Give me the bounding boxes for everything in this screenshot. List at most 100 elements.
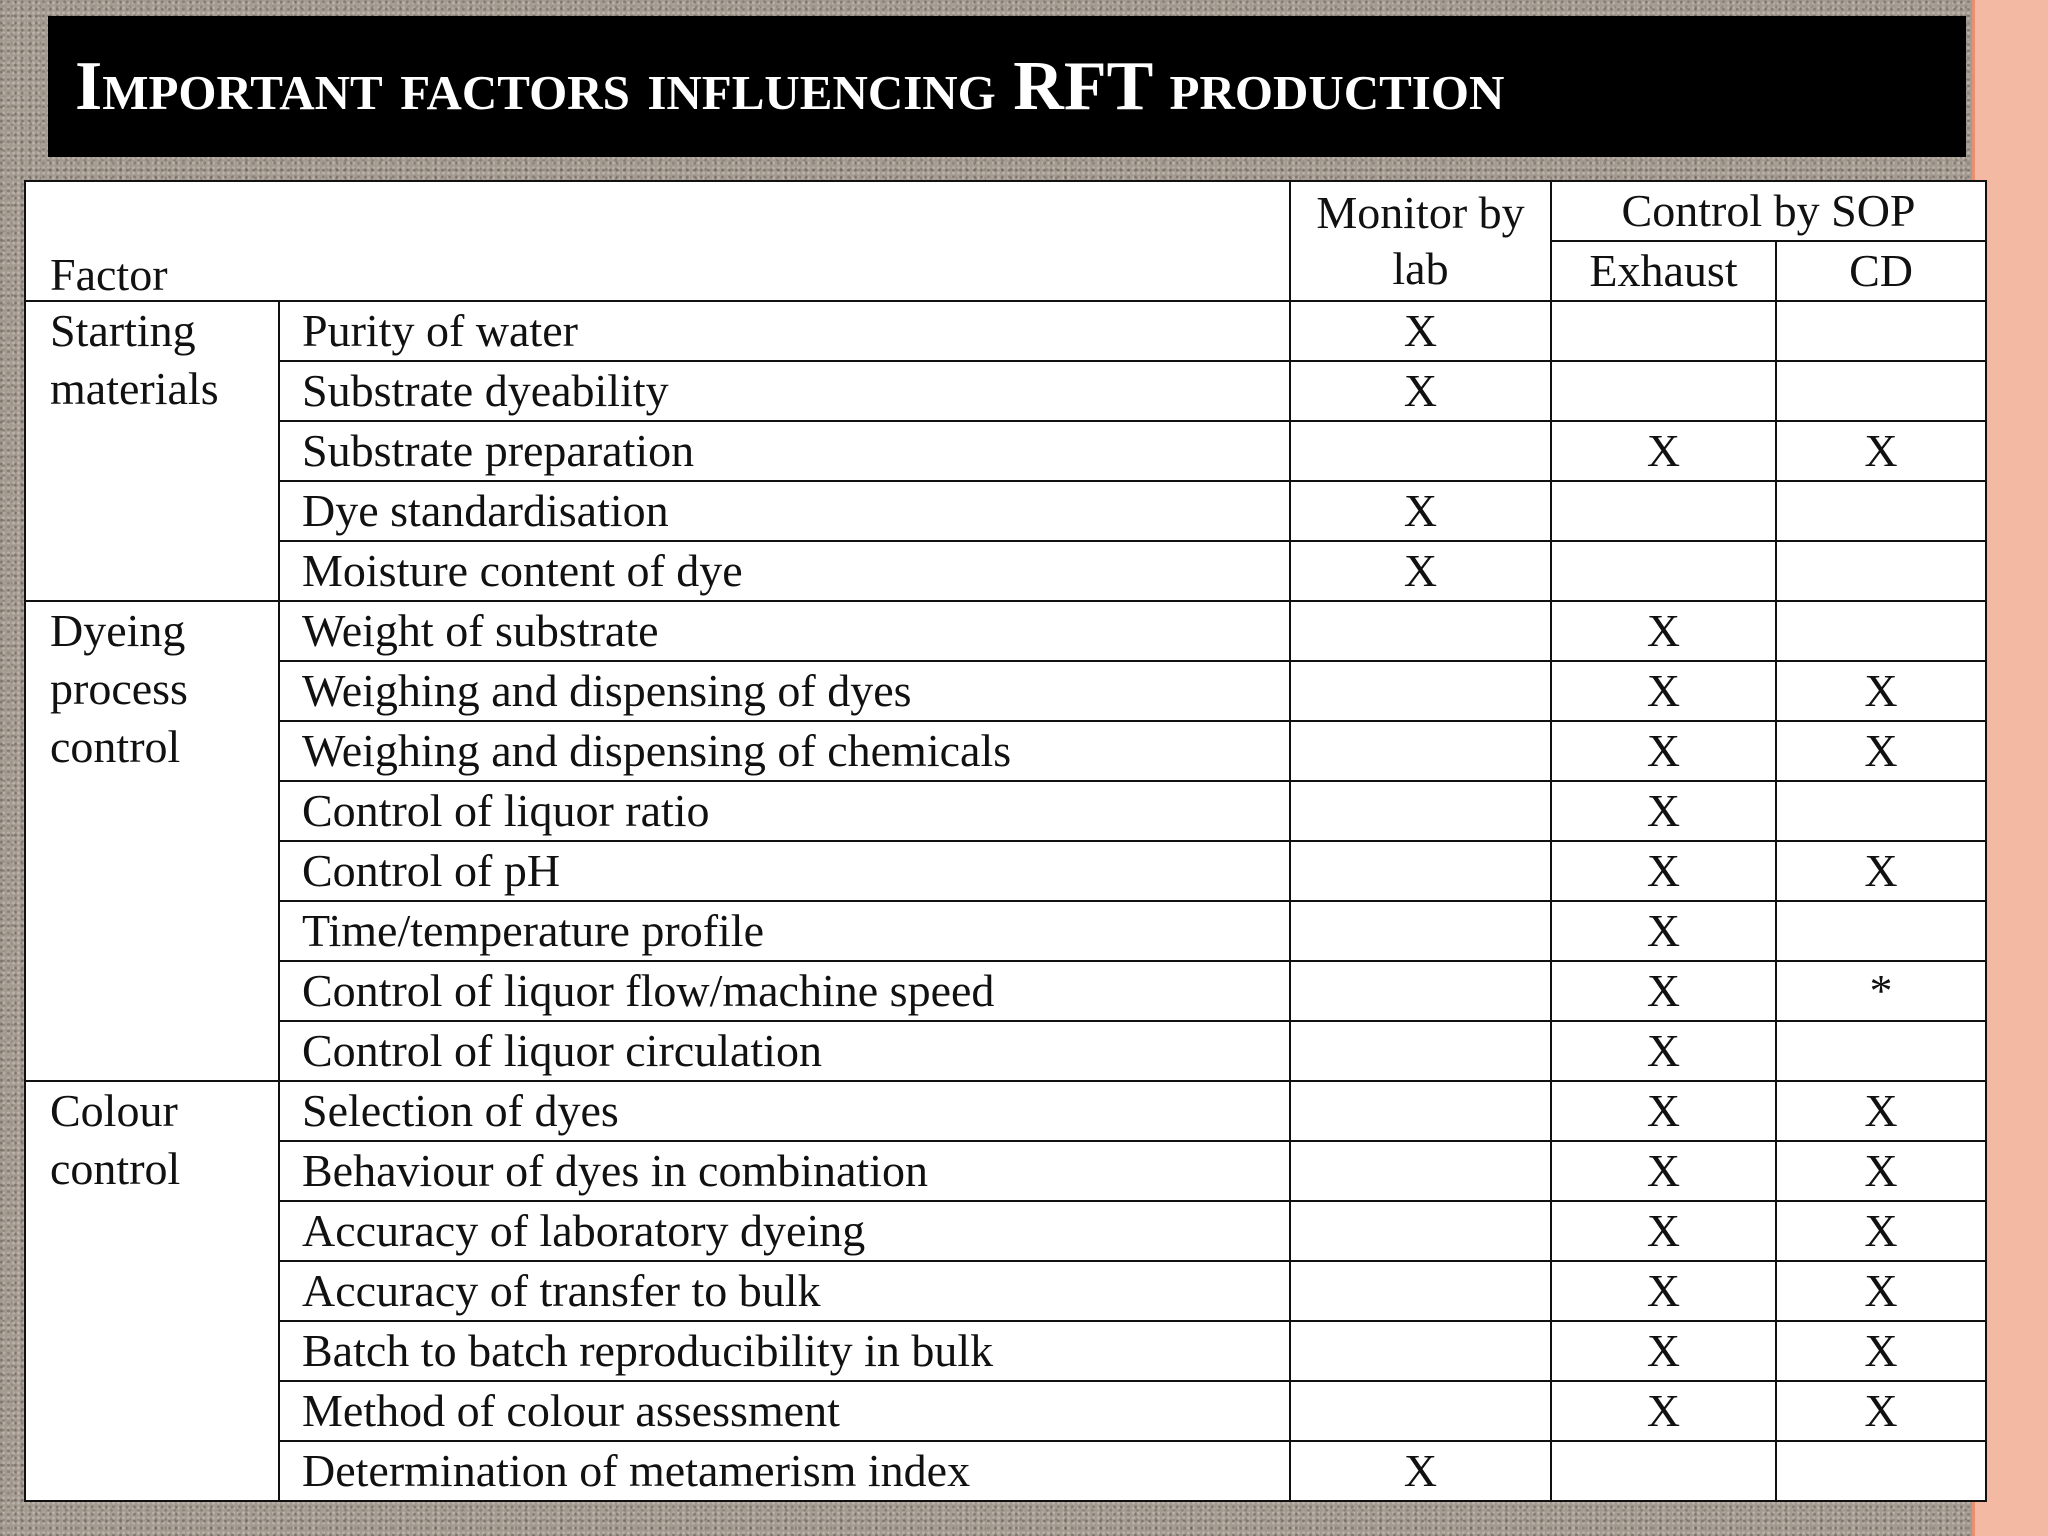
cd-cell xyxy=(1775,360,1988,422)
factor-cell: Time/temperature profile xyxy=(277,900,1292,962)
factor-cell: Control of liquor ratio xyxy=(277,780,1292,842)
exhaust-cell xyxy=(1550,540,1778,602)
monitor-cell xyxy=(1289,1080,1553,1142)
exhaust-cell: X xyxy=(1550,780,1778,842)
factor-cell: Control of liquor circulation xyxy=(277,1020,1292,1082)
cd-cell: * xyxy=(1775,960,1988,1022)
monitor-cell xyxy=(1289,720,1553,782)
exhaust-cell: X xyxy=(1550,900,1778,962)
header-cell: CD xyxy=(1775,240,1988,302)
exhaust-cell: X xyxy=(1550,1020,1778,1082)
monitor-cell xyxy=(1289,1380,1553,1442)
factors-table: Factor Monitor by lab Control by SOP Exh… xyxy=(23,180,1988,1502)
factor-cell: Accuracy of transfer to bulk xyxy=(277,1260,1292,1322)
table-row: Starting materials Purity of water X xyxy=(24,300,1988,602)
cd-cell xyxy=(1775,600,1988,662)
factor-cell: Weighing and dispensing of chemicals xyxy=(277,720,1292,782)
cd-cell xyxy=(1775,300,1988,362)
exhaust-cell: X xyxy=(1550,660,1778,722)
cd-cell: X xyxy=(1775,1080,1988,1142)
factor-cell: Purity of water xyxy=(277,300,1292,362)
table-body: Factor Monitor by lab Control by SOP Exh… xyxy=(23,180,1988,1502)
exhaust-cell: X xyxy=(1550,1320,1778,1382)
monitor-cell xyxy=(1289,780,1553,842)
table-row: Method of colour assessment X X xyxy=(25,1380,1988,1442)
header-cell: Monitor by lab xyxy=(1289,180,1553,302)
slide-title: Important factors influencing RFT produc… xyxy=(48,16,1966,157)
cd-cell: X xyxy=(1775,1320,1988,1382)
monitor-cell xyxy=(1289,1320,1553,1382)
cd-cell: X xyxy=(1775,1200,1988,1262)
exhaust-cell: X xyxy=(1550,600,1778,662)
factor-cell: Method of colour assessment xyxy=(277,1380,1292,1442)
cd-cell xyxy=(1775,1440,1988,1502)
cd-cell: X xyxy=(1775,840,1988,902)
cd-cell: X xyxy=(1775,420,1988,482)
exhaust-cell: X xyxy=(1550,1140,1778,1202)
monitor-cell: X xyxy=(1289,1440,1553,1502)
monitor-cell: X xyxy=(1289,540,1553,602)
factor-cell: Selection of dyes xyxy=(277,1080,1292,1142)
table-row: Control of pH X X xyxy=(25,840,1988,902)
monitor-cell xyxy=(1289,420,1553,482)
table-row: Control of liquor ratio X xyxy=(25,780,1988,842)
factor-cell: Dye standardisation xyxy=(277,480,1292,542)
cd-cell: X xyxy=(1775,1140,1988,1202)
factor-cell: Weight of substrate xyxy=(277,600,1292,662)
monitor-cell xyxy=(1289,1200,1553,1262)
exhaust-cell xyxy=(1550,360,1778,422)
table-row: Batch to batch reproducibility in bulk X X xyxy=(25,1320,1988,1382)
table-row: Dyeing process control Weight of substrat… xyxy=(24,600,1988,1082)
exhaust-cell: X xyxy=(1550,960,1778,1022)
factor-cell: Batch to batch reproducibility in bulk xyxy=(277,1320,1292,1382)
cd-cell xyxy=(1775,780,1988,842)
factor-cell: Substrate preparation xyxy=(277,420,1292,482)
table-row: Substrate preparation X X xyxy=(25,420,1988,482)
header-row: Factor Monitor by lab Control by SOP xyxy=(23,180,1988,302)
table-row: Colour control Selection of dyes X X xyxy=(24,1080,1988,1502)
group-label: Starting materials xyxy=(24,300,280,602)
exhaust-cell: X xyxy=(1550,1200,1778,1262)
table-row: Control of liquor circulation X xyxy=(25,1020,1988,1082)
table-row: Accuracy of transfer to bulk X X xyxy=(25,1260,1988,1322)
exhaust-cell: X xyxy=(1550,1380,1778,1442)
cd-cell xyxy=(1775,540,1988,602)
cd-cell xyxy=(1775,480,1988,542)
monitor-cell xyxy=(1289,1020,1553,1082)
header-row: Exhaust CD xyxy=(25,240,1988,302)
exhaust-cell xyxy=(1550,1440,1778,1502)
cd-cell xyxy=(1775,900,1988,962)
cd-cell: X xyxy=(1775,1260,1988,1322)
cd-cell: X xyxy=(1775,660,1988,722)
table-row: Accuracy of laboratory dyeing X X xyxy=(25,1200,1988,1262)
table-row: Behaviour of dyes in combination X X xyxy=(25,1140,1988,1202)
table-row: Substrate dyeability X xyxy=(25,360,1988,422)
table-row: Weighing and dispensing of chemicals X X xyxy=(25,720,1988,782)
exhaust-cell: X xyxy=(1550,720,1778,782)
factor-cell: Weighing and dispensing of dyes xyxy=(277,660,1292,722)
exhaust-cell: X xyxy=(1550,1080,1778,1142)
factor-cell: Accuracy of laboratory dyeing xyxy=(277,1200,1292,1262)
cd-cell: X xyxy=(1775,720,1988,782)
header-cell: Control by SOP xyxy=(1550,180,1988,242)
exhaust-cell: X xyxy=(1550,420,1778,482)
table-row: Moisture content of dye X xyxy=(25,540,1988,602)
exhaust-cell: X xyxy=(1550,1260,1778,1322)
monitor-cell: X xyxy=(1289,480,1553,542)
cd-cell: X xyxy=(1775,1380,1988,1442)
cd-cell xyxy=(1775,1020,1988,1082)
factor-cell: Moisture content of dye xyxy=(277,540,1292,602)
monitor-cell xyxy=(1289,960,1553,1022)
monitor-cell xyxy=(1289,1140,1553,1202)
group-label: Colour control xyxy=(24,1080,280,1502)
group-label: Dyeing process control xyxy=(24,600,280,1082)
monitor-cell: X xyxy=(1289,300,1553,362)
table-row: Dye standardisation X xyxy=(25,480,1988,542)
factor-cell: Behaviour of dyes in combination xyxy=(277,1140,1292,1202)
header-cell: Factor xyxy=(23,180,1292,302)
factor-cell: Determination of metamerism index xyxy=(277,1440,1292,1502)
table-row: Weighing and dispensing of dyes X X xyxy=(25,660,1988,722)
factor-cell: Control of pH xyxy=(277,840,1292,902)
table-row: Time/temperature profile X xyxy=(25,900,1988,962)
